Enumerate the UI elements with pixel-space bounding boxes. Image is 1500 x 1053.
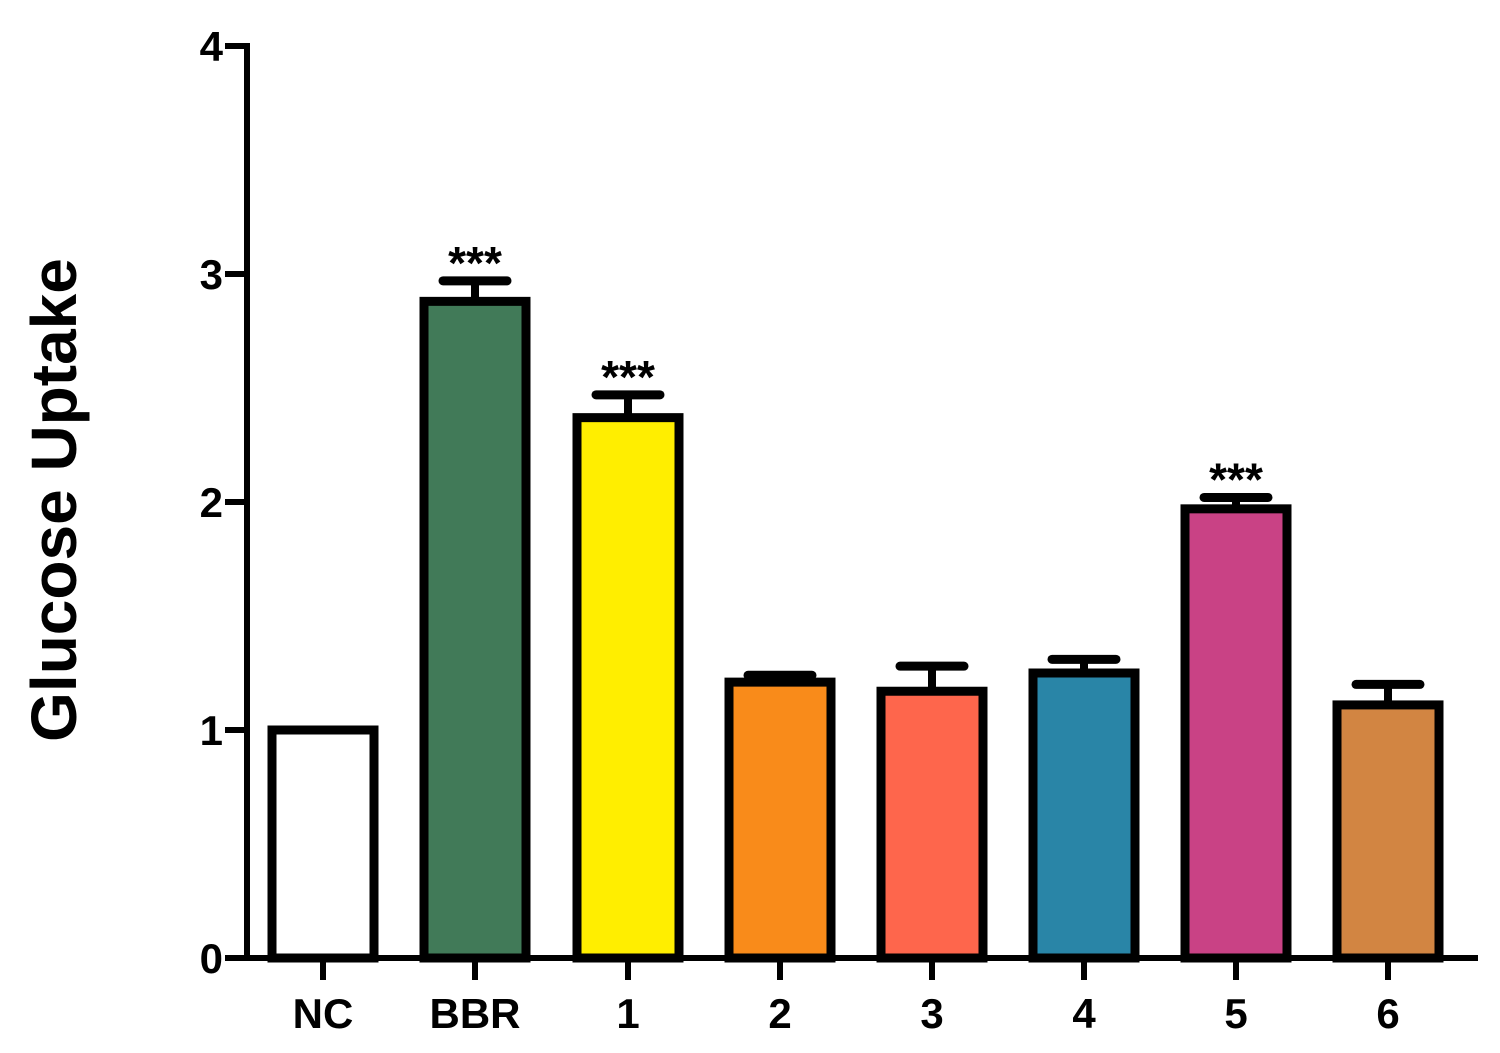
y-tick-label-1: 1 <box>200 707 223 754</box>
y-axis-title-group: Glucose Uptake <box>18 258 90 742</box>
significance-label-bbr: *** <box>448 237 502 289</box>
y-tick-label-2: 2 <box>200 479 223 526</box>
y-axis-title: Glucose Uptake <box>18 258 90 742</box>
x-tick-label-bbr: BBR <box>430 990 521 1037</box>
bar-3 <box>876 686 988 963</box>
bar-2 <box>724 677 836 963</box>
error-bars-layer <box>438 276 1425 705</box>
x-tick-label-5: 5 <box>1224 990 1247 1037</box>
x-tick-label-nc: NC <box>293 990 354 1037</box>
y-tick-label-0: 0 <box>200 935 223 982</box>
significance-layer: *** *** *** <box>448 237 1263 506</box>
x-tick-label-1: 1 <box>616 990 639 1037</box>
x-tick-label-4: 4 <box>1072 990 1096 1037</box>
bar-4 <box>1028 668 1140 963</box>
x-tick-label-3: 3 <box>920 990 943 1037</box>
y-tick-label-4: 4 <box>200 23 224 70</box>
bar-6 <box>1332 700 1444 963</box>
y-tick-label-3: 3 <box>200 251 223 298</box>
bar-5 <box>1180 504 1292 963</box>
significance-label-5: *** <box>1209 453 1263 505</box>
ticks-layer: NC BBR 1 2 3 4 5 6 0 1 2 3 4 <box>200 23 1400 1037</box>
bar-1 <box>572 413 684 963</box>
bar-bbr <box>419 296 531 963</box>
x-tick-label-2: 2 <box>768 990 791 1037</box>
significance-label-1: *** <box>601 351 655 403</box>
x-tick-label-6: 6 <box>1376 990 1399 1037</box>
bars-layer <box>267 296 1444 963</box>
bar-nc <box>267 725 379 963</box>
